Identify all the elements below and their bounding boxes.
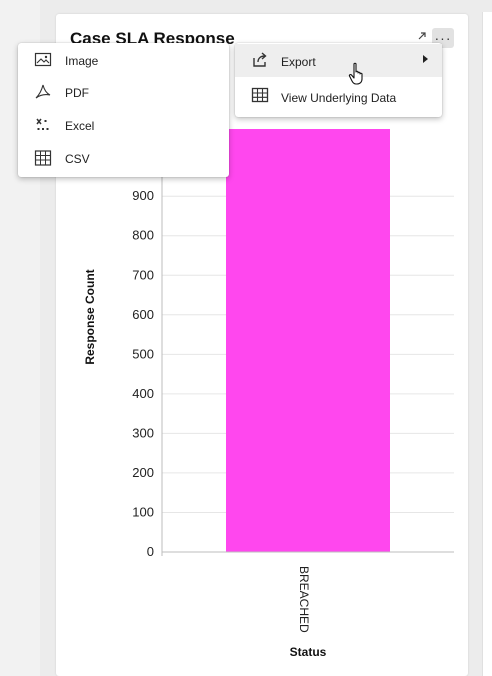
export-option-pdf[interactable]: PDF xyxy=(18,76,229,109)
pdf-icon xyxy=(35,84,51,99)
table-grid-icon xyxy=(251,87,269,103)
menu-item-label: View Underlying Data xyxy=(281,91,397,105)
menu-item-view-underlying-data[interactable]: View Underlying Data xyxy=(235,80,442,113)
csv-icon xyxy=(34,150,52,166)
y-tick-label: 600 xyxy=(132,307,154,322)
export-option-label: PDF xyxy=(65,86,89,100)
menu-item-export[interactable]: Export xyxy=(235,44,442,77)
y-tick-label: 0 xyxy=(147,544,154,559)
y-tick-label: 100 xyxy=(132,504,154,519)
y-tick-label: 300 xyxy=(132,425,154,440)
bar-chart: 0 100 200 300 400 500 600 700 800 900 BREACHED Res… xyxy=(83,129,454,659)
y-tick-label: 400 xyxy=(132,386,154,401)
x-axis-title: Status xyxy=(290,645,327,659)
image-icon xyxy=(34,52,52,67)
bar-layer xyxy=(226,129,390,552)
more-horizontal-icon: ··· xyxy=(434,30,452,46)
export-option-label: Excel xyxy=(65,119,95,133)
tick-layer: 0 100 200 300 400 500 600 700 800 900 BREACHED xyxy=(132,188,311,633)
export-option-image[interactable]: Image xyxy=(18,43,229,76)
export-option-csv[interactable]: CSV xyxy=(18,142,229,175)
excel-icon xyxy=(36,118,49,130)
submenu-arrow-icon xyxy=(423,55,428,63)
export-icon xyxy=(253,52,267,67)
export-option-excel[interactable]: Excel xyxy=(18,109,229,142)
y-tick-label: 200 xyxy=(132,465,154,480)
export-option-label: Image xyxy=(65,54,99,68)
y-tick-label: 700 xyxy=(132,267,154,282)
hand-pointer-cursor-icon xyxy=(348,62,363,85)
adjacent-card-edge xyxy=(482,12,492,676)
y-tick-label: 500 xyxy=(132,346,154,361)
export-submenu: Image PDF Excel CSV xyxy=(18,43,229,177)
x-tick-label: BREACHED xyxy=(297,566,311,633)
context-menu: Export View Underlying Data xyxy=(235,43,442,117)
y-axis-title: Response Count xyxy=(83,269,97,364)
y-tick-label: 900 xyxy=(132,188,154,203)
external-expand-icon[interactable] xyxy=(416,30,428,42)
bar-breached[interactable] xyxy=(226,129,390,552)
export-option-label: CSV xyxy=(65,152,90,166)
y-tick-label: 800 xyxy=(132,228,154,243)
menu-item-label: Export xyxy=(281,55,316,69)
